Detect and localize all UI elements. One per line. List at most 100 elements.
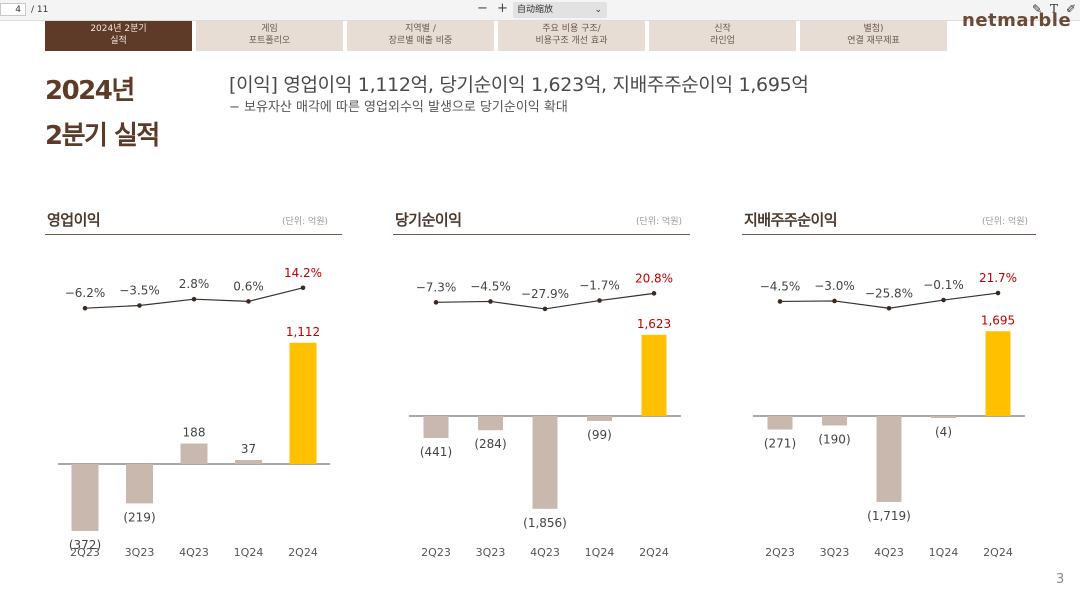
bar-value-label: 1,623 — [637, 317, 671, 331]
tab-label-line1: 지역별 / — [405, 24, 436, 34]
chart-title-operating-profit: 영업이익 — [47, 211, 101, 229]
controlling-net-income-chart: (271) (190) (1,719) (4) 1,695 2Q23 3Q23 4Q23 1Q2… — [753, 271, 1025, 559]
tab-label-line2: 장르별 매출 비중 — [388, 36, 453, 46]
bar-4Q23 — [180, 443, 208, 464]
margin-point — [433, 300, 439, 305]
margin-point — [651, 291, 657, 296]
bar-4Q23 — [876, 416, 902, 502]
category-label: 2Q23 — [70, 546, 100, 559]
headline: [이익] 영업이익 1,112억, 당기순이익 1,623억, 지배주주순이익 … — [229, 74, 809, 96]
margin-label: −6.2% — [65, 286, 106, 300]
bar-value-label: (99) — [587, 428, 612, 442]
chart-unit-label: (단위: 억원) — [282, 217, 329, 227]
pen-icon[interactable]: ✎ — [1032, 2, 1043, 16]
tab-q2-results[interactable]: 2024년 2분기 실적 — [45, 21, 192, 51]
margin-point — [832, 298, 837, 304]
margin-point — [597, 298, 602, 303]
margin-point — [300, 285, 306, 291]
bar-value-label: (1,719) — [867, 509, 911, 523]
margin-point — [191, 296, 197, 302]
tab-label-line1: 게임 — [261, 24, 278, 34]
tab-label-line2: 비용구조 개선 효과 — [535, 36, 608, 46]
margin-point — [542, 306, 548, 312]
margin-point — [886, 305, 892, 311]
margin-label: 21.7% — [979, 271, 1017, 285]
margin-label: 2.8% — [179, 277, 210, 291]
category-label: 2Q24 — [639, 546, 669, 559]
tab-label-line1: 2024년 2분기 — [90, 24, 147, 34]
bar-value-label: (441) — [420, 445, 452, 459]
page-total-label: / 11 — [31, 5, 49, 15]
net-income-chart: (441) (284) (1,856) (99) 1,623 2Q23 3Q23 4Q23 1Q… — [409, 271, 681, 559]
text-tool-icon[interactable]: T — [1050, 2, 1059, 16]
bar-value-label: (4) — [935, 425, 952, 439]
tab-sales-breakdown[interactable]: 지역별 / 장르별 매출 비중 — [347, 21, 494, 51]
bar-value-label: 1,112 — [286, 325, 320, 339]
chart-unit-label: (단위: 억원) — [636, 217, 683, 227]
category-label: 3Q23 — [820, 546, 850, 559]
tab-game-portfolio[interactable]: 게임 포트폴리오 — [196, 21, 343, 51]
company-logo: netmarble — [962, 10, 1072, 31]
chart-title-underline — [742, 234, 1036, 235]
bar-3Q23 — [478, 416, 503, 431]
bar-4Q23 — [532, 416, 558, 509]
tab-label-line2: 포트폴리오 — [248, 36, 291, 46]
category-label: 4Q23 — [874, 546, 904, 559]
chart-unit-label: (단위: 억원) — [982, 217, 1029, 227]
margin-label: −7.3% — [416, 280, 457, 294]
bar-2Q23 — [71, 464, 99, 531]
category-label: 2Q23 — [765, 546, 795, 559]
bar-3Q23 — [126, 464, 153, 504]
margin-label: −0.1% — [923, 278, 964, 292]
page-title-quarter: 2분기 실적 — [45, 121, 160, 151]
chart-title-net-income: 당기순이익 — [395, 211, 462, 229]
bar-value-label: 1,695 — [981, 313, 1015, 327]
margin-point — [137, 303, 142, 308]
tab-label-line1: 별첨) — [863, 24, 884, 34]
bar-value-label: 188 — [183, 426, 206, 440]
category-label: 3Q23 — [476, 546, 506, 559]
tab-label-line1: 신작 — [714, 24, 731, 34]
tab-financial-statements[interactable]: 별첨) 연결 재무제표 — [800, 21, 947, 51]
bar-2Q24 — [641, 334, 667, 416]
tab-label-line2: 실적 — [110, 36, 127, 46]
margin-point — [995, 290, 1001, 296]
tab-label-line1: 주요 비용 구조/ — [542, 24, 601, 34]
bar-value-label: (284) — [474, 437, 506, 451]
bar-value-label: 37 — [241, 442, 256, 456]
chart-title-controlling-net-income: 지배주주순이익 — [744, 211, 838, 229]
bar-3Q23 — [822, 416, 847, 426]
bar-value-label: (271) — [764, 437, 796, 451]
chevron-down-icon: ⌄ — [594, 5, 602, 15]
margin-label: −3.5% — [119, 284, 160, 298]
margin-label: 14.2% — [284, 266, 322, 280]
viewer-toolbar: 4 / 11 − + 自动缩放 ⌄ ✎ T ✐ — [0, 0, 1080, 21]
margin-label: 0.6% — [233, 279, 264, 293]
bar-value-label: (219) — [123, 510, 155, 524]
page-number: 3 — [1056, 572, 1065, 587]
chart-title-underline — [393, 234, 690, 235]
tab-cost-structure[interactable]: 주요 비용 구조/ 비용구조 개선 효과 — [498, 21, 645, 51]
margin-label: −27.9% — [521, 287, 569, 301]
draw-icon[interactable]: ✐ — [1066, 2, 1077, 16]
zoom-out-button[interactable]: − — [477, 1, 488, 16]
chart-title-underline — [45, 234, 342, 235]
category-label: 1Q24 — [234, 546, 264, 559]
category-label: 2Q24 — [288, 546, 318, 559]
category-label: 4Q23 — [179, 546, 209, 559]
operating-profit-chart: (372) (219) 188 37 1,112 2Q23 3Q23 4Q23 1Q24 2Q24… — [58, 266, 330, 559]
page-title-year: 2024년 — [45, 76, 135, 106]
bar-value-label: (372) — [69, 538, 101, 552]
bar-1Q24 — [235, 459, 262, 464]
category-label: 3Q23 — [125, 546, 155, 559]
margin-point — [246, 299, 251, 304]
category-label: 1Q24 — [585, 546, 615, 559]
category-label: 1Q24 — [929, 546, 959, 559]
page-number-input[interactable]: 4 — [0, 3, 26, 16]
bar-1Q24 — [587, 416, 612, 421]
zoom-select[interactable]: 自动缩放 ⌄ — [513, 2, 607, 18]
zoom-select-value: 自动缩放 — [517, 5, 554, 15]
tab-new-lineup[interactable]: 신작 라인업 — [649, 21, 796, 51]
zoom-in-button[interactable]: + — [497, 1, 508, 16]
bar-2Q23 — [423, 416, 449, 439]
